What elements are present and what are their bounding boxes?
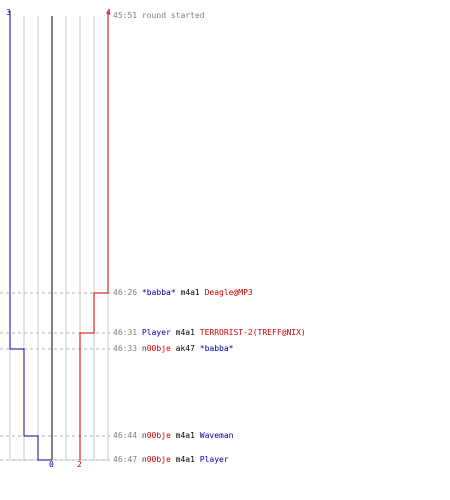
t-start-count: 4 (106, 8, 111, 17)
ct-alive-line (9, 11, 52, 461)
event-row: 46:47 n00bje m4a1 Player (113, 455, 229, 465)
t-end-count: 2 (77, 460, 82, 469)
event-row: 46:44 n00bje m4a1 Waveman (113, 431, 233, 441)
event-weapon: ak47 (175, 344, 195, 353)
event-row: 46:33 n00bje ak47 *babba* (113, 344, 233, 354)
event-time: 46:26 (113, 288, 138, 297)
event-killer: *babba* (141, 288, 176, 297)
event-weapon: m4a1 (175, 431, 195, 440)
event-time: 46:47 (113, 455, 138, 464)
grid-lines (9, 16, 109, 461)
event-killer: Player (141, 328, 171, 337)
event-row: 46:31 Player m4a1 TERRORIST-2(TREFF@NIX) (113, 328, 306, 338)
event-killer: n00bje (141, 344, 171, 353)
t-alive-line (79, 11, 109, 460)
event-row: 46:26 *babba* m4a1 Deagle@MP3 (113, 288, 253, 298)
event-victim: Deagle@MP3 (204, 288, 253, 297)
event-time: 45:51 (113, 11, 138, 20)
team-alive-lines (9, 11, 109, 461)
ct-end-count: 0 (49, 460, 54, 469)
event-row: 45:51 round started (113, 11, 205, 21)
event-victim: Waveman (199, 431, 234, 440)
event-note: round started (141, 11, 205, 20)
ct-start-count: 3 (6, 8, 11, 17)
event-time: 46:31 (113, 328, 138, 337)
event-time: 46:44 (113, 431, 138, 440)
event-victim: Player (199, 455, 229, 464)
event-killer: n00bje (141, 431, 171, 440)
event-weapon: m4a1 (175, 328, 195, 337)
event-time: 46:33 (113, 344, 138, 353)
event-killer: n00bje (141, 455, 171, 464)
event-victim: TERRORIST-2(TREFF@NIX) (199, 328, 306, 337)
event-weapon: m4a1 (180, 288, 200, 297)
event-victim: *babba* (199, 344, 234, 353)
event-weapon: m4a1 (175, 455, 195, 464)
